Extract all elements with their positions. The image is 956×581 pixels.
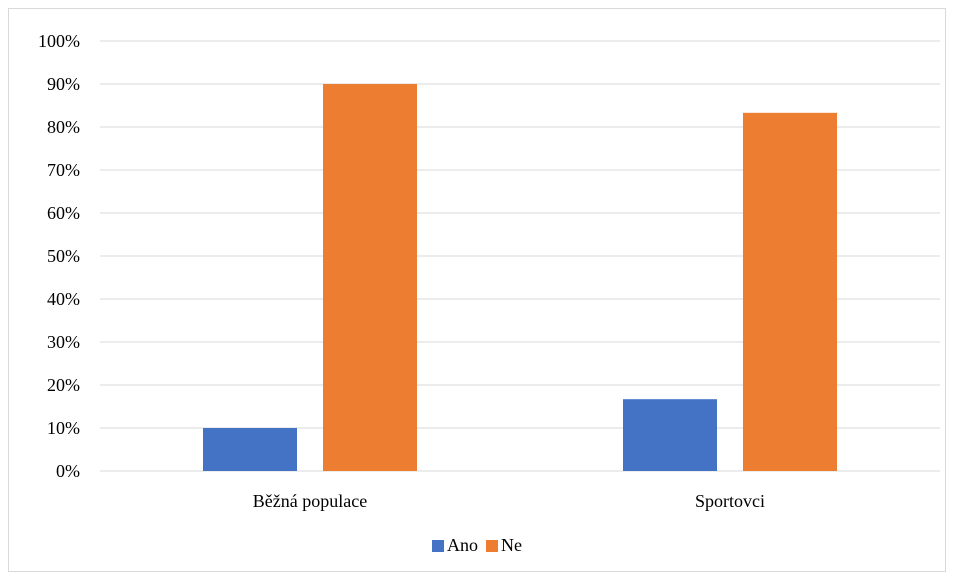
y-tick-label: 40% [47, 289, 80, 309]
bar-ne-2 [743, 112, 837, 471]
legend-label-ano: Ano [447, 535, 478, 555]
legend-swatch-ano [432, 540, 444, 552]
y-tick-label: 90% [47, 74, 80, 94]
x-axis-tick-labels: Běžná populace Sportovci [253, 491, 765, 511]
x-tick-label: Sportovci [695, 491, 765, 511]
y-tick-label: 80% [47, 117, 80, 137]
bar-ano-2 [623, 399, 717, 471]
y-tick-label: 30% [47, 332, 80, 352]
legend-label-ne: Ne [501, 535, 522, 555]
legend: Ano Ne [432, 535, 522, 555]
y-axis-tick-labels: 0% 10% 20% 30% 40% 50% 60% 70% 80% 90% 100% [38, 31, 80, 481]
bars [203, 84, 837, 471]
legend-swatch-ne [486, 540, 498, 552]
x-tick-label: Běžná populace [253, 491, 367, 511]
y-tick-label: 10% [47, 418, 80, 438]
bar-ano-1 [203, 428, 297, 471]
y-tick-label: 100% [38, 31, 80, 51]
y-tick-label: 60% [47, 203, 80, 223]
y-tick-label: 20% [47, 375, 80, 395]
y-tick-label: 0% [56, 461, 80, 481]
bar-ne-1 [323, 84, 417, 471]
y-tick-label: 70% [47, 160, 80, 180]
y-tick-label: 50% [47, 246, 80, 266]
